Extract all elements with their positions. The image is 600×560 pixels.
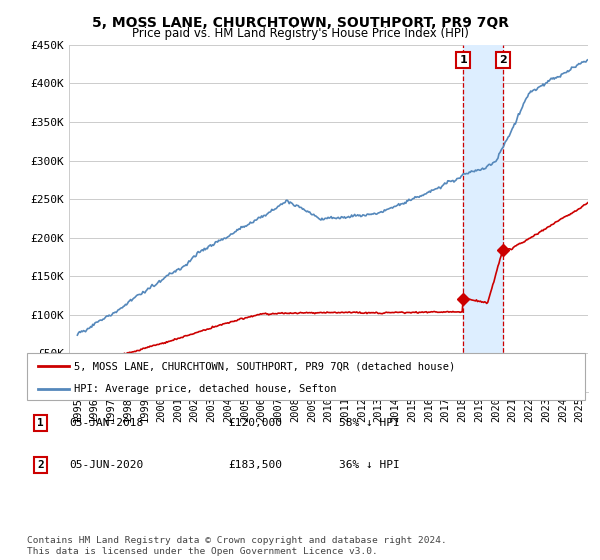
- Text: £183,500: £183,500: [228, 460, 282, 470]
- Text: 2: 2: [499, 55, 507, 65]
- Text: 58% ↓ HPI: 58% ↓ HPI: [339, 418, 400, 428]
- Text: 1: 1: [459, 55, 467, 65]
- Text: 5, MOSS LANE, CHURCHTOWN, SOUTHPORT, PR9 7QR: 5, MOSS LANE, CHURCHTOWN, SOUTHPORT, PR9…: [91, 16, 509, 30]
- Text: 2: 2: [37, 460, 44, 470]
- Text: 05-JUN-2020: 05-JUN-2020: [69, 460, 143, 470]
- Text: 36% ↓ HPI: 36% ↓ HPI: [339, 460, 400, 470]
- Text: 05-JAN-2018: 05-JAN-2018: [69, 418, 143, 428]
- Text: 1: 1: [37, 418, 44, 428]
- FancyBboxPatch shape: [27, 353, 585, 400]
- Text: £120,000: £120,000: [228, 418, 282, 428]
- Text: Price paid vs. HM Land Registry's House Price Index (HPI): Price paid vs. HM Land Registry's House …: [131, 27, 469, 40]
- Text: 5, MOSS LANE, CHURCHTOWN, SOUTHPORT, PR9 7QR (detached house): 5, MOSS LANE, CHURCHTOWN, SOUTHPORT, PR9…: [74, 361, 455, 371]
- Text: Contains HM Land Registry data © Crown copyright and database right 2024.
This d: Contains HM Land Registry data © Crown c…: [27, 536, 447, 556]
- Bar: [463, 45, 503, 392]
- Text: HPI: Average price, detached house, Sefton: HPI: Average price, detached house, Seft…: [74, 384, 337, 394]
